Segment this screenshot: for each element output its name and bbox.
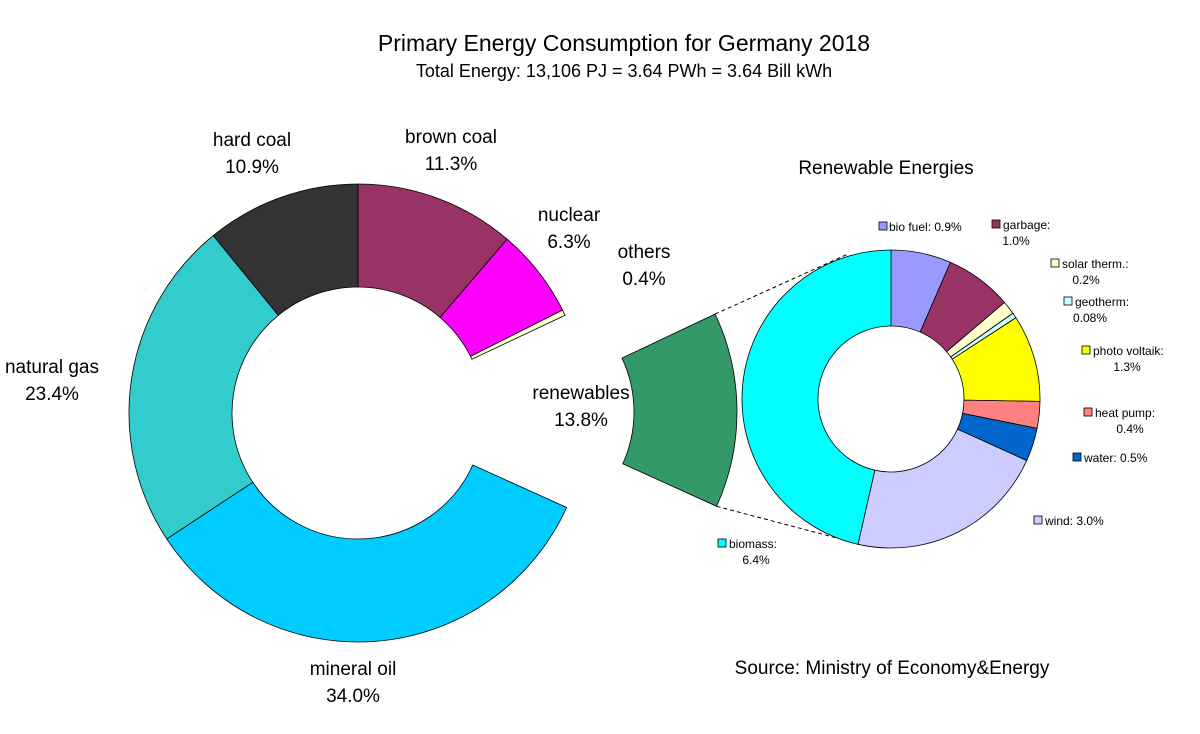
label-brown-coal-line-1: 11.3% — [425, 154, 478, 175]
renewables-chart-title: Renewable Energies — [798, 158, 973, 179]
label-mineral-oil-line-0: mineral oil — [310, 659, 397, 680]
slice-biomass — [741, 249, 892, 545]
label-hard-coal-line-0: hard coal — [213, 130, 291, 151]
label-mineral-oil: mineral oil 34.0% — [310, 659, 397, 707]
renewable-label-bio-fuel-line-0: bio fuel: 0.9% — [889, 220, 962, 234]
legend-swatch-photo-voltaik — [1081, 345, 1091, 355]
connector-lines — [714, 253, 857, 544]
label-nuclear-line-1: 6.3% — [547, 232, 590, 253]
legend-swatch-garbage — [991, 219, 1001, 229]
renewable-label-photo-voltaik: photo voltaik: 1.3% — [1093, 344, 1164, 374]
main-donut-labels: hard coal 10.9% brown coal 11.3% nuclear 6.3%… — [5, 127, 670, 707]
label-others-line-0: others — [618, 242, 671, 263]
connector-line-bottom — [716, 505, 857, 544]
label-natural-gas-line-1: 23.4% — [25, 384, 79, 405]
renewable-label-heat-pump: heat pump: 0.4% — [1095, 406, 1155, 436]
label-natural-gas: natural gas 23.4% — [5, 357, 99, 405]
chart-title: Primary Energy Consumption for Germany 2… — [378, 30, 870, 56]
chart-subtitle: Total Energy: 13,106 PJ = 3.64 PWh = 3.6… — [416, 61, 832, 81]
legend-swatch-water — [1072, 452, 1082, 462]
label-brown-coal: brown coal 11.3% — [405, 127, 497, 175]
legend-swatch-heat-pump — [1083, 407, 1093, 417]
renewable-label-garbage-line-0: garbage: — [1003, 218, 1050, 232]
label-renewables-line-1: 13.8% — [554, 410, 608, 431]
renewable-label-garbage: garbage: 1.0% — [1002, 218, 1050, 248]
legend-swatch-biomass — [717, 538, 727, 548]
renewable-label-solar-therm: solar therm.: 0.2% — [1062, 257, 1129, 287]
renewable-label-solar-therm-line-1: 0.2% — [1072, 273, 1100, 287]
legend-swatch-wind — [1033, 515, 1043, 525]
slice-hard-coal — [212, 183, 359, 316]
renewable-label-geotherm-line-0: geotherm: — [1075, 295, 1129, 309]
label-hard-coal-line-1: 10.9% — [225, 157, 279, 178]
renewable-label-photo-voltaik-line-0: photo voltaik: — [1093, 344, 1164, 358]
renewable-label-garbage-line-1: 1.0% — [1002, 234, 1030, 248]
label-hard-coal: hard coal 10.9% — [213, 130, 291, 178]
label-nuclear-line-0: nuclear — [538, 205, 601, 226]
renewables-donut — [741, 249, 1041, 549]
legend-swatch-solar-therm — [1050, 258, 1060, 268]
label-natural-gas-line-0: natural gas — [5, 357, 99, 378]
renewable-label-biomass-line-0: biomass: — [729, 537, 777, 551]
renewable-label-biomass: biomass: 6.4% — [729, 537, 777, 567]
renewable-label-geotherm: geotherm: 0.08% — [1073, 295, 1129, 325]
renewable-label-photo-voltaik-line-1: 1.3% — [1113, 360, 1141, 374]
renewable-label-wind: wind: 3.0% — [1044, 514, 1104, 528]
label-others-line-1: 0.4% — [622, 269, 665, 290]
slice-renewables — [621, 313, 738, 507]
slice-wind — [857, 428, 1028, 549]
label-brown-coal-line-0: brown coal — [405, 127, 497, 148]
main-donut — [128, 183, 738, 643]
legend-swatch-geotherm — [1063, 296, 1073, 306]
renewable-label-heat-pump-line-1: 0.4% — [1116, 422, 1144, 436]
renewables-donut-labels: bio fuel: 0.9% garbage: 1.0% solar therm.: 0… — [717, 218, 1164, 567]
legend-swatch-bio-fuel — [878, 221, 888, 231]
renewable-label-heat-pump-line-0: heat pump: — [1095, 406, 1155, 420]
renewable-label-wind-line-0: wind: 3.0% — [1044, 514, 1104, 528]
renewable-label-biomass-line-1: 6.4% — [742, 553, 770, 567]
slice-others — [470, 309, 566, 360]
label-renewables-line-0: renewables — [532, 383, 629, 404]
connector-line-top — [714, 253, 849, 315]
renewable-label-solar-therm-line-0: solar therm.: — [1062, 257, 1129, 271]
renewable-label-bio-fuel: bio fuel: 0.9% — [889, 220, 962, 234]
slice-mineral-oil — [166, 464, 568, 643]
renewable-label-water-line-0: water: 0.5% — [1083, 451, 1148, 465]
label-mineral-oil-line-1: 34.0% — [326, 686, 380, 707]
label-renewables: renewables 13.8% — [532, 383, 629, 431]
label-nuclear: nuclear 6.3% — [538, 205, 601, 253]
renewable-label-water: water: 0.5% — [1083, 451, 1148, 465]
label-others: others 0.4% — [618, 242, 671, 290]
slice-natural-gas — [128, 234, 279, 540]
source-note: Source: Ministry of Economy&Energy — [735, 658, 1050, 679]
renewable-label-geotherm-line-1: 0.08% — [1073, 311, 1107, 325]
